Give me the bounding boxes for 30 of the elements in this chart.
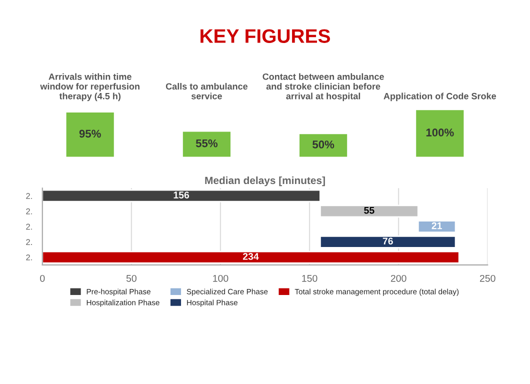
x-tick-label: Contact between ambulance and stroke clinician before arrival at hospital [262, 73, 384, 102]
x-tick-label: Application of Code Sroke [384, 92, 496, 102]
x-tick-label: 200 [390, 274, 406, 282]
chart-title: Median delays [minutes] [205, 176, 325, 186]
x-tick-label: 100 [213, 274, 228, 282]
x-tick-label: 150 [302, 274, 318, 282]
bar [414, 109, 466, 158]
x-tick-label: Arrivals within time window for reperfusion therapy (4.5 h) [40, 73, 140, 102]
data-label: 100% [426, 128, 454, 136]
data-label: 156 [174, 192, 190, 198]
x-tick-label: Calls to ambulance service [166, 82, 248, 100]
data-label: 95% [79, 130, 101, 138]
bar [64, 111, 116, 158]
y-tick-label: 2. [26, 224, 32, 230]
chart-title: KEY FIGURES [200, 29, 330, 43]
x-tick-label: 50 [126, 274, 136, 282]
y-tick-label: 2. [26, 254, 32, 260]
data-label: 55 [364, 207, 374, 214]
data-label: 76 [382, 238, 393, 245]
bar [182, 130, 232, 158]
data-label: 55% [196, 139, 218, 148]
data-label: 234 [242, 253, 259, 260]
y-tick-label: 2. [26, 208, 32, 214]
x-tick-label: 250 [480, 274, 496, 282]
data-label: 50% [312, 140, 334, 148]
data-label: 21 [432, 222, 442, 230]
bar [298, 132, 348, 158]
x-tick-label: 0 [40, 274, 45, 282]
y-tick-label: 2. [26, 239, 32, 245]
y-tick-label: 2. [26, 193, 32, 199]
